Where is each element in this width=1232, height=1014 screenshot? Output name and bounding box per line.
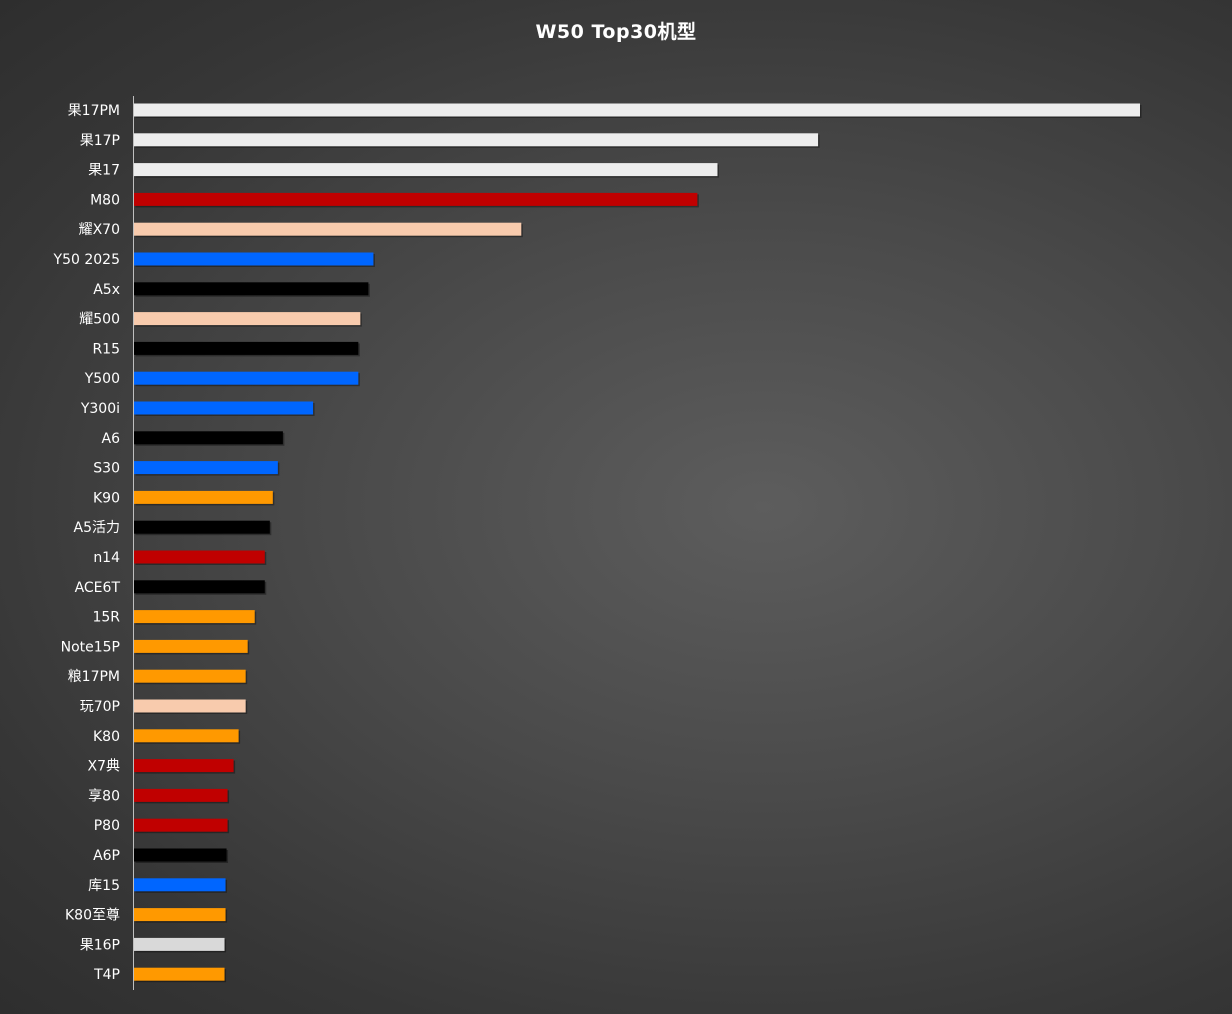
bar (134, 371, 359, 385)
category-tick-label: 库15 (88, 878, 120, 894)
bar (134, 163, 718, 177)
bar (134, 580, 265, 594)
bar (134, 788, 228, 802)
bars-group (134, 103, 1142, 983)
category-tick-label: 果17PM (68, 103, 120, 119)
bar (134, 639, 248, 653)
bar (134, 878, 226, 892)
bar (134, 520, 270, 534)
bar (134, 461, 278, 475)
bar (134, 759, 234, 773)
category-tick-label: A5x (93, 282, 120, 298)
category-tick-label: P80 (94, 818, 120, 834)
category-tick-label: 享80 (88, 787, 120, 804)
category-tick-label: X7典 (88, 759, 121, 775)
category-tick-label: T4P (93, 967, 120, 983)
category-tick-label: 果16P (80, 937, 120, 953)
bar (134, 133, 819, 147)
tick-labels-group: 果17PM 果17P 果17 M80 耀X70 Y50 2025 A5x 耀500 R15 Y50… (53, 103, 121, 983)
category-tick-label: A5活力 (74, 520, 120, 536)
bar (134, 610, 255, 624)
category-tick-label: ACE6T (75, 580, 121, 596)
category-tick-label: Y50 2025 (53, 252, 120, 268)
bar (134, 967, 225, 981)
category-tick-label: n14 (93, 550, 120, 566)
bar (134, 222, 522, 236)
category-tick-label: 耀500 (79, 312, 120, 328)
bar (134, 431, 283, 445)
bar (134, 699, 246, 713)
bar (134, 729, 239, 743)
bar (134, 192, 698, 206)
category-tick-label: Y500 (84, 371, 120, 387)
bar (134, 252, 374, 266)
bar (134, 550, 265, 564)
category-tick-label: 玩70P (80, 699, 120, 715)
bar (134, 401, 314, 415)
category-tick-label: M80 (90, 192, 120, 208)
chart-title: W50 Top30机型 (535, 21, 697, 43)
category-tick-label: 粮17PM (68, 669, 120, 685)
bar (134, 312, 361, 326)
category-tick-label: K80 (93, 729, 120, 745)
bar (134, 908, 226, 922)
bar (134, 490, 273, 504)
category-tick-label: 15R (92, 610, 120, 626)
category-tick-label: 耀X70 (79, 222, 120, 238)
bar (134, 103, 1140, 117)
bar (134, 282, 369, 296)
category-tick-label: K90 (93, 490, 120, 506)
category-tick-label: A6 (102, 431, 121, 447)
bar (134, 669, 246, 683)
category-tick-label: A6P (93, 848, 120, 864)
bar (134, 937, 225, 951)
bar (134, 848, 227, 862)
category-tick-label: Y300i (80, 401, 120, 417)
category-tick-label: R15 (92, 341, 120, 357)
bar (134, 341, 359, 355)
category-tick-label: S30 (93, 461, 120, 477)
category-tick-label: 果17P (80, 133, 120, 149)
category-tick-label: Note15P (61, 639, 120, 655)
category-tick-label: 果17 (88, 163, 120, 179)
bar (134, 818, 228, 832)
category-tick-label: K80至尊 (65, 907, 120, 924)
